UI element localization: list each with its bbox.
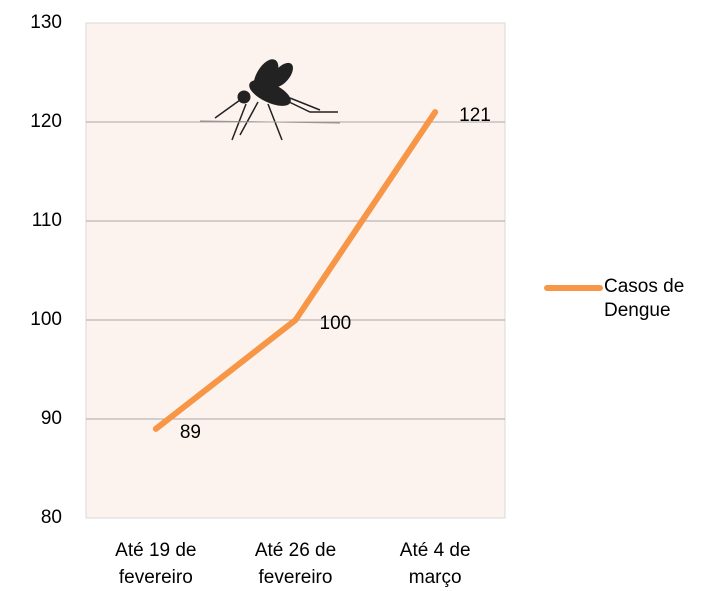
x-tick-label: Até 19 de fevereiro	[96, 537, 216, 591]
y-tick-label: 80	[41, 507, 62, 528]
y-tick-label: 100	[30, 309, 62, 330]
data-label: 121	[459, 105, 491, 126]
legend-label: Casos de Dengue	[604, 275, 704, 323]
y-tick-label: 130	[30, 12, 62, 33]
y-tick-label: 110	[32, 210, 62, 231]
data-label: 89	[180, 422, 201, 443]
data-label: 100	[320, 313, 352, 334]
plot-area	[86, 23, 505, 518]
page: 80 90 100 110 120 130 89 100 121 Até 19 de fever…	[0, 0, 719, 591]
y-tick-label: 90	[41, 408, 62, 429]
x-tick-label: Até 4 de março	[375, 537, 495, 591]
y-tick-label: 120	[30, 111, 62, 132]
x-tick-label: Até 26 de fevereiro	[236, 537, 356, 591]
